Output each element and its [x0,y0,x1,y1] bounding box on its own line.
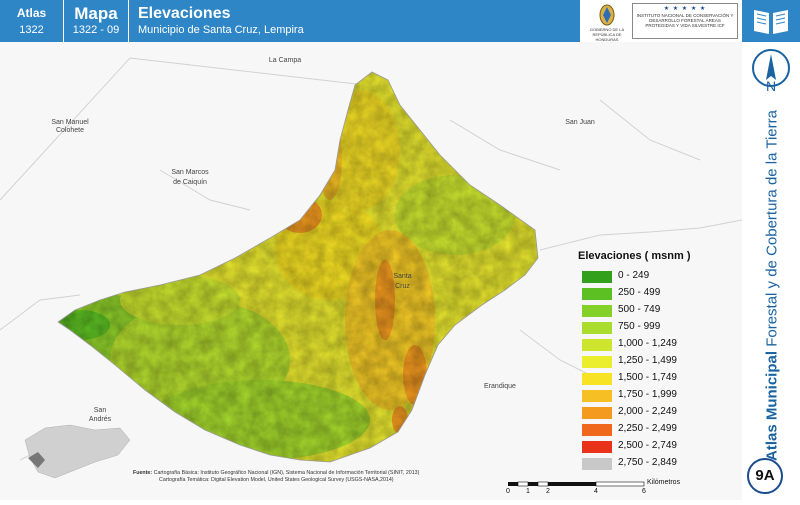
place-colohete: Colohete [55,127,85,134]
map-label: Mapa [74,4,118,23]
scale-bar-graphic [508,481,645,487]
legend-swatch [582,339,612,351]
scale-tick-0: 0 [506,488,510,495]
legend-swatch [582,288,612,300]
place-san-marcos: San Marcos [171,169,209,176]
legend-item: 500 - 749 [578,302,738,319]
scale-tick-2: 2 [546,488,550,495]
legend-label: 750 - 999 [618,321,661,332]
page-badge: 9A [747,458,783,494]
north-label: N [765,78,777,94]
book-box [742,0,800,42]
legend-item: 750 - 999 [578,319,738,336]
legend-items: 0 - 249 250 - 499 500 - 749 750 - 999 1,000 … [578,268,738,472]
legend-item: 2,500 - 2,749 [578,438,738,455]
scale-tick-6: 6 [642,488,646,495]
legend-swatch [582,271,612,283]
atlas-number: 1322 [19,24,44,36]
legend-label: 0 - 249 [618,270,650,281]
elevation-map: La Campa San Manuel Colohete San Marcos … [0,42,743,500]
municipality-boundary [57,71,539,463]
government-logo: GOBIERNO DE LA REPÚBLICA DE HONDURAS [588,3,626,42]
legend-item: 2,250 - 2,499 [578,421,738,438]
legend-label: 1,250 - 1,499 [618,355,677,366]
place-la-campa: La Campa [268,57,302,64]
vertical-title-rest: Forestal y de Cobertura de la Tierra [763,110,781,351]
legend-swatch [582,458,612,470]
legend-label: 1,500 - 1,749 [618,372,677,383]
legend-item: 1,500 - 1,749 [578,370,738,387]
title-box: Elevaciones Municipio de Santa Cruz, Lem… [129,0,580,42]
legend-swatch [582,305,612,317]
place-andres: Andrés [88,416,112,423]
legend-item: 1,750 - 1,999 [578,387,738,404]
legend-item: 2,000 - 2,249 [578,404,738,421]
legend-title: Elevaciones ( msnm ) [578,250,691,262]
place-san-juan: San Juan [565,119,595,126]
scale-tick-1: 1 [526,488,530,495]
legend-swatch [582,322,612,334]
legend-item: 2,750 - 2,849 [578,455,738,472]
legend-item: 250 - 499 [578,285,738,302]
government-logo-text: GOBIERNO DE LA REPÚBLICA DE HONDURAS [589,27,625,42]
north-arrow-icon [752,49,790,87]
coat-of-arms-icon [599,4,615,26]
legend-label: 2,250 - 2,499 [618,423,677,434]
legend-item: 1,250 - 1,499 [578,353,738,370]
place-caiquin: de Caiquín [173,179,207,186]
atlas-label: Atlas [16,6,47,20]
atlas-box: Atlas 1322 [0,0,63,42]
vertical-atlas-title: Atlas Municipal Forestal y de Cobertura … [764,106,781,466]
legend-swatch [582,390,612,402]
stars-icon: ★ ★ ★ ★ ★ [663,6,707,12]
right-sidebar: N Atlas Municipal Forestal y de Cobertur… [742,42,800,500]
legend-label: 1,000 - 1,249 [618,338,677,349]
elevation-legend: Elevaciones ( msnm ) 0 - 249 250 - 499 500… [578,250,738,472]
scale-bar: 0 1 2 4 6 Kilómetros [505,476,680,498]
page-subtitle: Municipio de Santa Cruz, Lempira [138,24,304,36]
map-box: Mapa 1322 - 09 [64,0,128,42]
source-line-1: Cartografía Básica: Instituto Geográfico… [153,470,420,476]
place-erandique: Erandique [484,383,516,390]
icf-logo: ★ ★ ★ ★ ★ INSTITUTO NACIONAL DE CONSERVA… [632,3,738,39]
honduras-inset-map [24,424,131,479]
legend-label: 2,000 - 2,249 [618,406,677,417]
legend-item: 1,000 - 1,249 [578,336,738,353]
legend-swatch [582,424,612,436]
legend-label: 2,500 - 2,749 [618,440,677,451]
legend-label: 2,750 - 2,849 [618,457,677,468]
legend-swatch [582,373,612,385]
legend-item: 0 - 249 [578,268,738,285]
place-santa: Santa [393,273,412,280]
vertical-title-bold: Atlas Municipal [763,350,781,461]
page-title: Elevaciones [138,5,231,22]
logos-box: GOBIERNO DE LA REPÚBLICA DE HONDURAS ★ ★… [580,0,742,42]
legend-swatch [582,441,612,453]
legend-swatch [582,356,612,368]
legend-label: 250 - 499 [618,287,661,298]
source-line-2: Cartografía Temática: Digital Elevation … [159,477,394,483]
legend-label: 1,750 - 1,999 [618,389,677,400]
open-book-icon [754,10,788,34]
legend-swatch [582,407,612,419]
scale-tick-4: 4 [594,488,598,495]
source-note: Fuente: Cartografía Básica: Instituto Ge… [133,470,553,484]
map-canvas [0,42,743,500]
icf-logo-text: INSTITUTO NACIONAL DE CONSERVACIÓN Y DES… [636,13,734,28]
legend-label: 500 - 749 [618,304,661,315]
scale-unit: Kilómetros [647,479,681,486]
place-cruz: Cruz [395,283,410,290]
source-label: Fuente: [133,470,153,476]
place-san: San [93,407,107,414]
map-number: 1322 - 09 [72,24,120,36]
header-bar: Atlas 1322 Mapa 1322 - 09 Elevaciones Mu… [0,0,800,42]
place-san-manuel: San Manuel [51,119,89,126]
